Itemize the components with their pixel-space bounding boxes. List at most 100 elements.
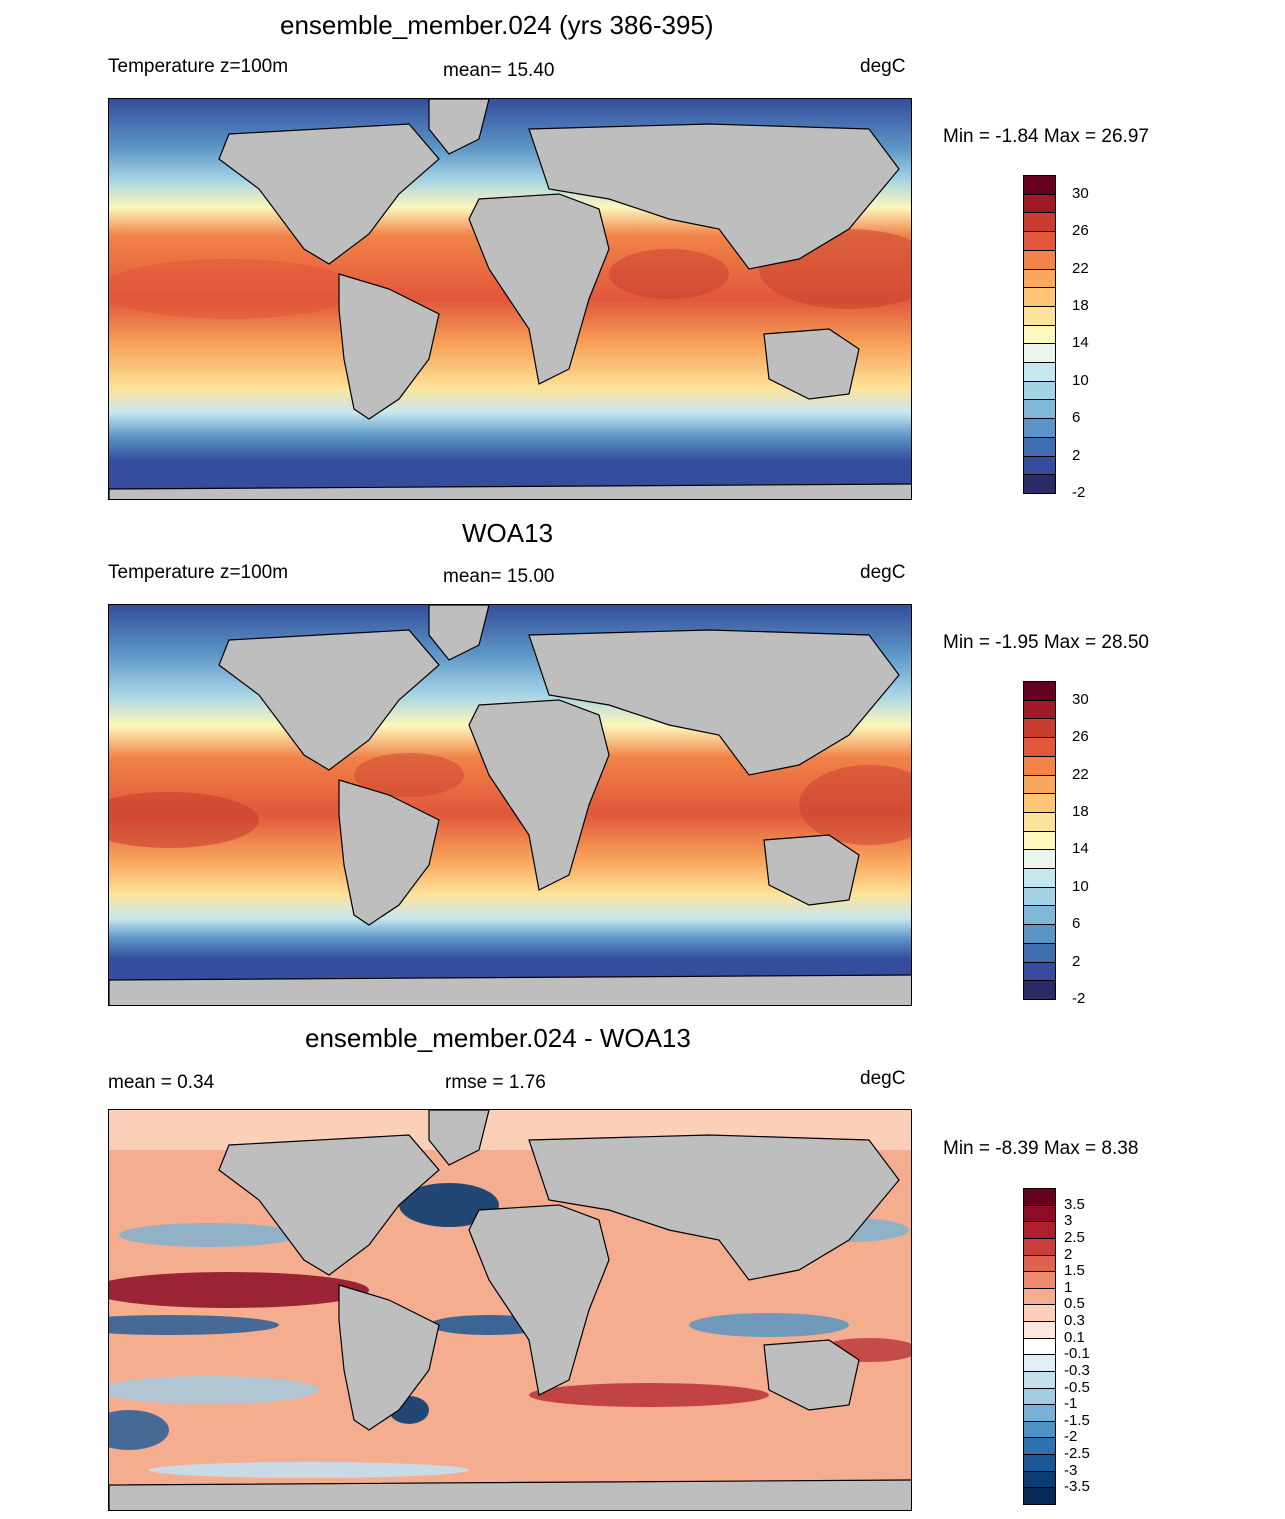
- colorbar-tick-label: 30: [1072, 184, 1089, 202]
- panel3-units-label: degC: [860, 1068, 906, 1089]
- colorbar-swatch: [1023, 1204, 1056, 1223]
- colorbar-tick-label: 18: [1072, 296, 1089, 314]
- colorbar-swatch: [1023, 1387, 1056, 1406]
- colorbar-swatch: [1023, 1237, 1056, 1256]
- colorbar-tick-label: 18: [1072, 802, 1089, 820]
- colorbar-tick-label: 14: [1072, 334, 1089, 352]
- colorbar-swatch: [1023, 1354, 1056, 1372]
- panel2-variable-label: Temperature z=100m: [108, 562, 289, 583]
- colorbar-swatch: [1023, 474, 1056, 494]
- colorbar-tick-label: 26: [1072, 222, 1089, 240]
- colorbar-swatch: [1023, 1254, 1056, 1273]
- colorbar-tick-label: 26: [1072, 728, 1089, 746]
- colorbar-tick-label: 10: [1072, 877, 1089, 895]
- colorbar-tick-label: 3: [1064, 1212, 1073, 1230]
- colorbar-swatch: [1023, 436, 1056, 457]
- colorbar-swatch: [1023, 1470, 1056, 1489]
- colorbar-tick-label: 14: [1072, 840, 1089, 858]
- panel1-variable-label: Temperature z=100m: [108, 56, 289, 77]
- colorbar-swatch: [1023, 268, 1056, 289]
- colorbar-swatch: [1023, 305, 1056, 326]
- colorbar-swatch: [1023, 1454, 1056, 1472]
- panel2-mean-label: mean= 15.00: [443, 566, 555, 587]
- colorbar-tick-label: 30: [1072, 690, 1089, 708]
- colorbar-swatch: [1023, 681, 1056, 701]
- colorbar-tick-label: 2.5: [1064, 1228, 1085, 1246]
- panel3-colorbar: [1023, 1188, 1056, 1505]
- panel3-title: ensemble_member.024 - WOA13: [305, 1023, 691, 1053]
- colorbar-tick-label: -2: [1072, 484, 1086, 501]
- colorbar-tick-label: -1: [1064, 1395, 1078, 1413]
- panel2-colorbar: [1023, 681, 1056, 1000]
- colorbar-swatch: [1023, 793, 1056, 813]
- colorbar-tick-label: 1.5: [1064, 1262, 1085, 1280]
- panel1-mean-label: mean= 15.40: [443, 60, 555, 81]
- colorbar-swatch: [1023, 942, 1056, 963]
- panel1-map: [108, 98, 912, 500]
- colorbar-tick-label: 3.5: [1064, 1195, 1085, 1213]
- colorbar-swatch: [1023, 175, 1056, 195]
- colorbar-swatch: [1023, 418, 1056, 438]
- colorbar-tick-label: 2: [1072, 446, 1081, 464]
- panel3-min-max: Min = -8.39 Max = 8.38: [943, 1138, 1139, 1159]
- colorbar-swatch: [1023, 1404, 1056, 1422]
- colorbar-swatch: [1023, 193, 1056, 214]
- colorbar-tick-label: 6: [1072, 915, 1081, 933]
- panel3-map-svg: [109, 1110, 911, 1510]
- colorbar-tick-label: -3: [1064, 1461, 1078, 1479]
- panel2-map-svg: [109, 605, 911, 1005]
- colorbar-tick-label: 6: [1072, 409, 1081, 427]
- colorbar-tick-label: -0.1: [1064, 1345, 1090, 1363]
- panel2-title: WOA13: [462, 518, 554, 548]
- panel1-units-label: degC: [860, 56, 906, 77]
- colorbar-swatch: [1023, 886, 1056, 907]
- colorbar-swatch: [1023, 1420, 1056, 1439]
- panel1-colorbar: [1023, 175, 1056, 494]
- colorbar-swatch: [1023, 455, 1056, 476]
- colorbar-swatch: [1023, 774, 1056, 795]
- panel3-map: [108, 1109, 912, 1511]
- colorbar-swatch: [1023, 287, 1056, 307]
- panel2-map: [108, 604, 912, 1006]
- colorbar-swatch: [1023, 324, 1056, 345]
- colorbar-swatch: [1023, 1287, 1056, 1306]
- colorbar-swatch: [1023, 399, 1056, 420]
- colorbar-tick-label: 0.5: [1064, 1295, 1085, 1313]
- colorbar-swatch: [1023, 868, 1056, 888]
- colorbar-swatch: [1023, 830, 1056, 851]
- colorbar-tick-label: -2: [1072, 990, 1086, 1007]
- colorbar-tick-label: 2: [1064, 1245, 1073, 1263]
- colorbar-swatch: [1023, 380, 1056, 401]
- colorbar-swatch: [1023, 1437, 1056, 1456]
- colorbar-swatch: [1023, 1271, 1056, 1289]
- panel2-min-max: Min = -1.95 Max = 28.50: [943, 632, 1149, 653]
- colorbar-swatch: [1023, 980, 1056, 1000]
- colorbar-swatch: [1023, 231, 1056, 251]
- colorbar-tick-label: -2: [1064, 1428, 1078, 1446]
- panel3-mean-label: mean = 0.34: [108, 1072, 215, 1093]
- colorbar-swatch: [1023, 924, 1056, 944]
- colorbar-swatch: [1023, 1487, 1056, 1505]
- colorbar-tick-label: 0.3: [1064, 1312, 1085, 1330]
- colorbar-tick-label: 0.1: [1064, 1328, 1085, 1346]
- colorbar-tick-label: -0.5: [1064, 1378, 1090, 1396]
- colorbar-swatch: [1023, 212, 1056, 233]
- colorbar-tick-label: 10: [1072, 371, 1089, 389]
- colorbar-swatch: [1023, 718, 1056, 739]
- panel1-map-svg: [109, 99, 911, 499]
- colorbar-swatch: [1023, 699, 1056, 720]
- panel2-units-label: degC: [860, 562, 906, 583]
- colorbar-tick-label: -1.5: [1064, 1411, 1090, 1429]
- panel1-min-max: Min = -1.84 Max = 26.97: [943, 126, 1149, 147]
- colorbar-swatch: [1023, 1188, 1056, 1206]
- colorbar-swatch: [1023, 1221, 1056, 1239]
- colorbar-tick-label: -2.5: [1064, 1445, 1090, 1463]
- colorbar-tick-label: 1: [1064, 1278, 1073, 1296]
- colorbar-swatch: [1023, 1304, 1056, 1323]
- colorbar-swatch: [1023, 1337, 1056, 1356]
- colorbar-swatch: [1023, 755, 1056, 776]
- colorbar-swatch: [1023, 811, 1056, 832]
- colorbar-swatch: [1023, 249, 1056, 270]
- colorbar-swatch: [1023, 961, 1056, 982]
- colorbar-tick-label: -0.3: [1064, 1361, 1090, 1379]
